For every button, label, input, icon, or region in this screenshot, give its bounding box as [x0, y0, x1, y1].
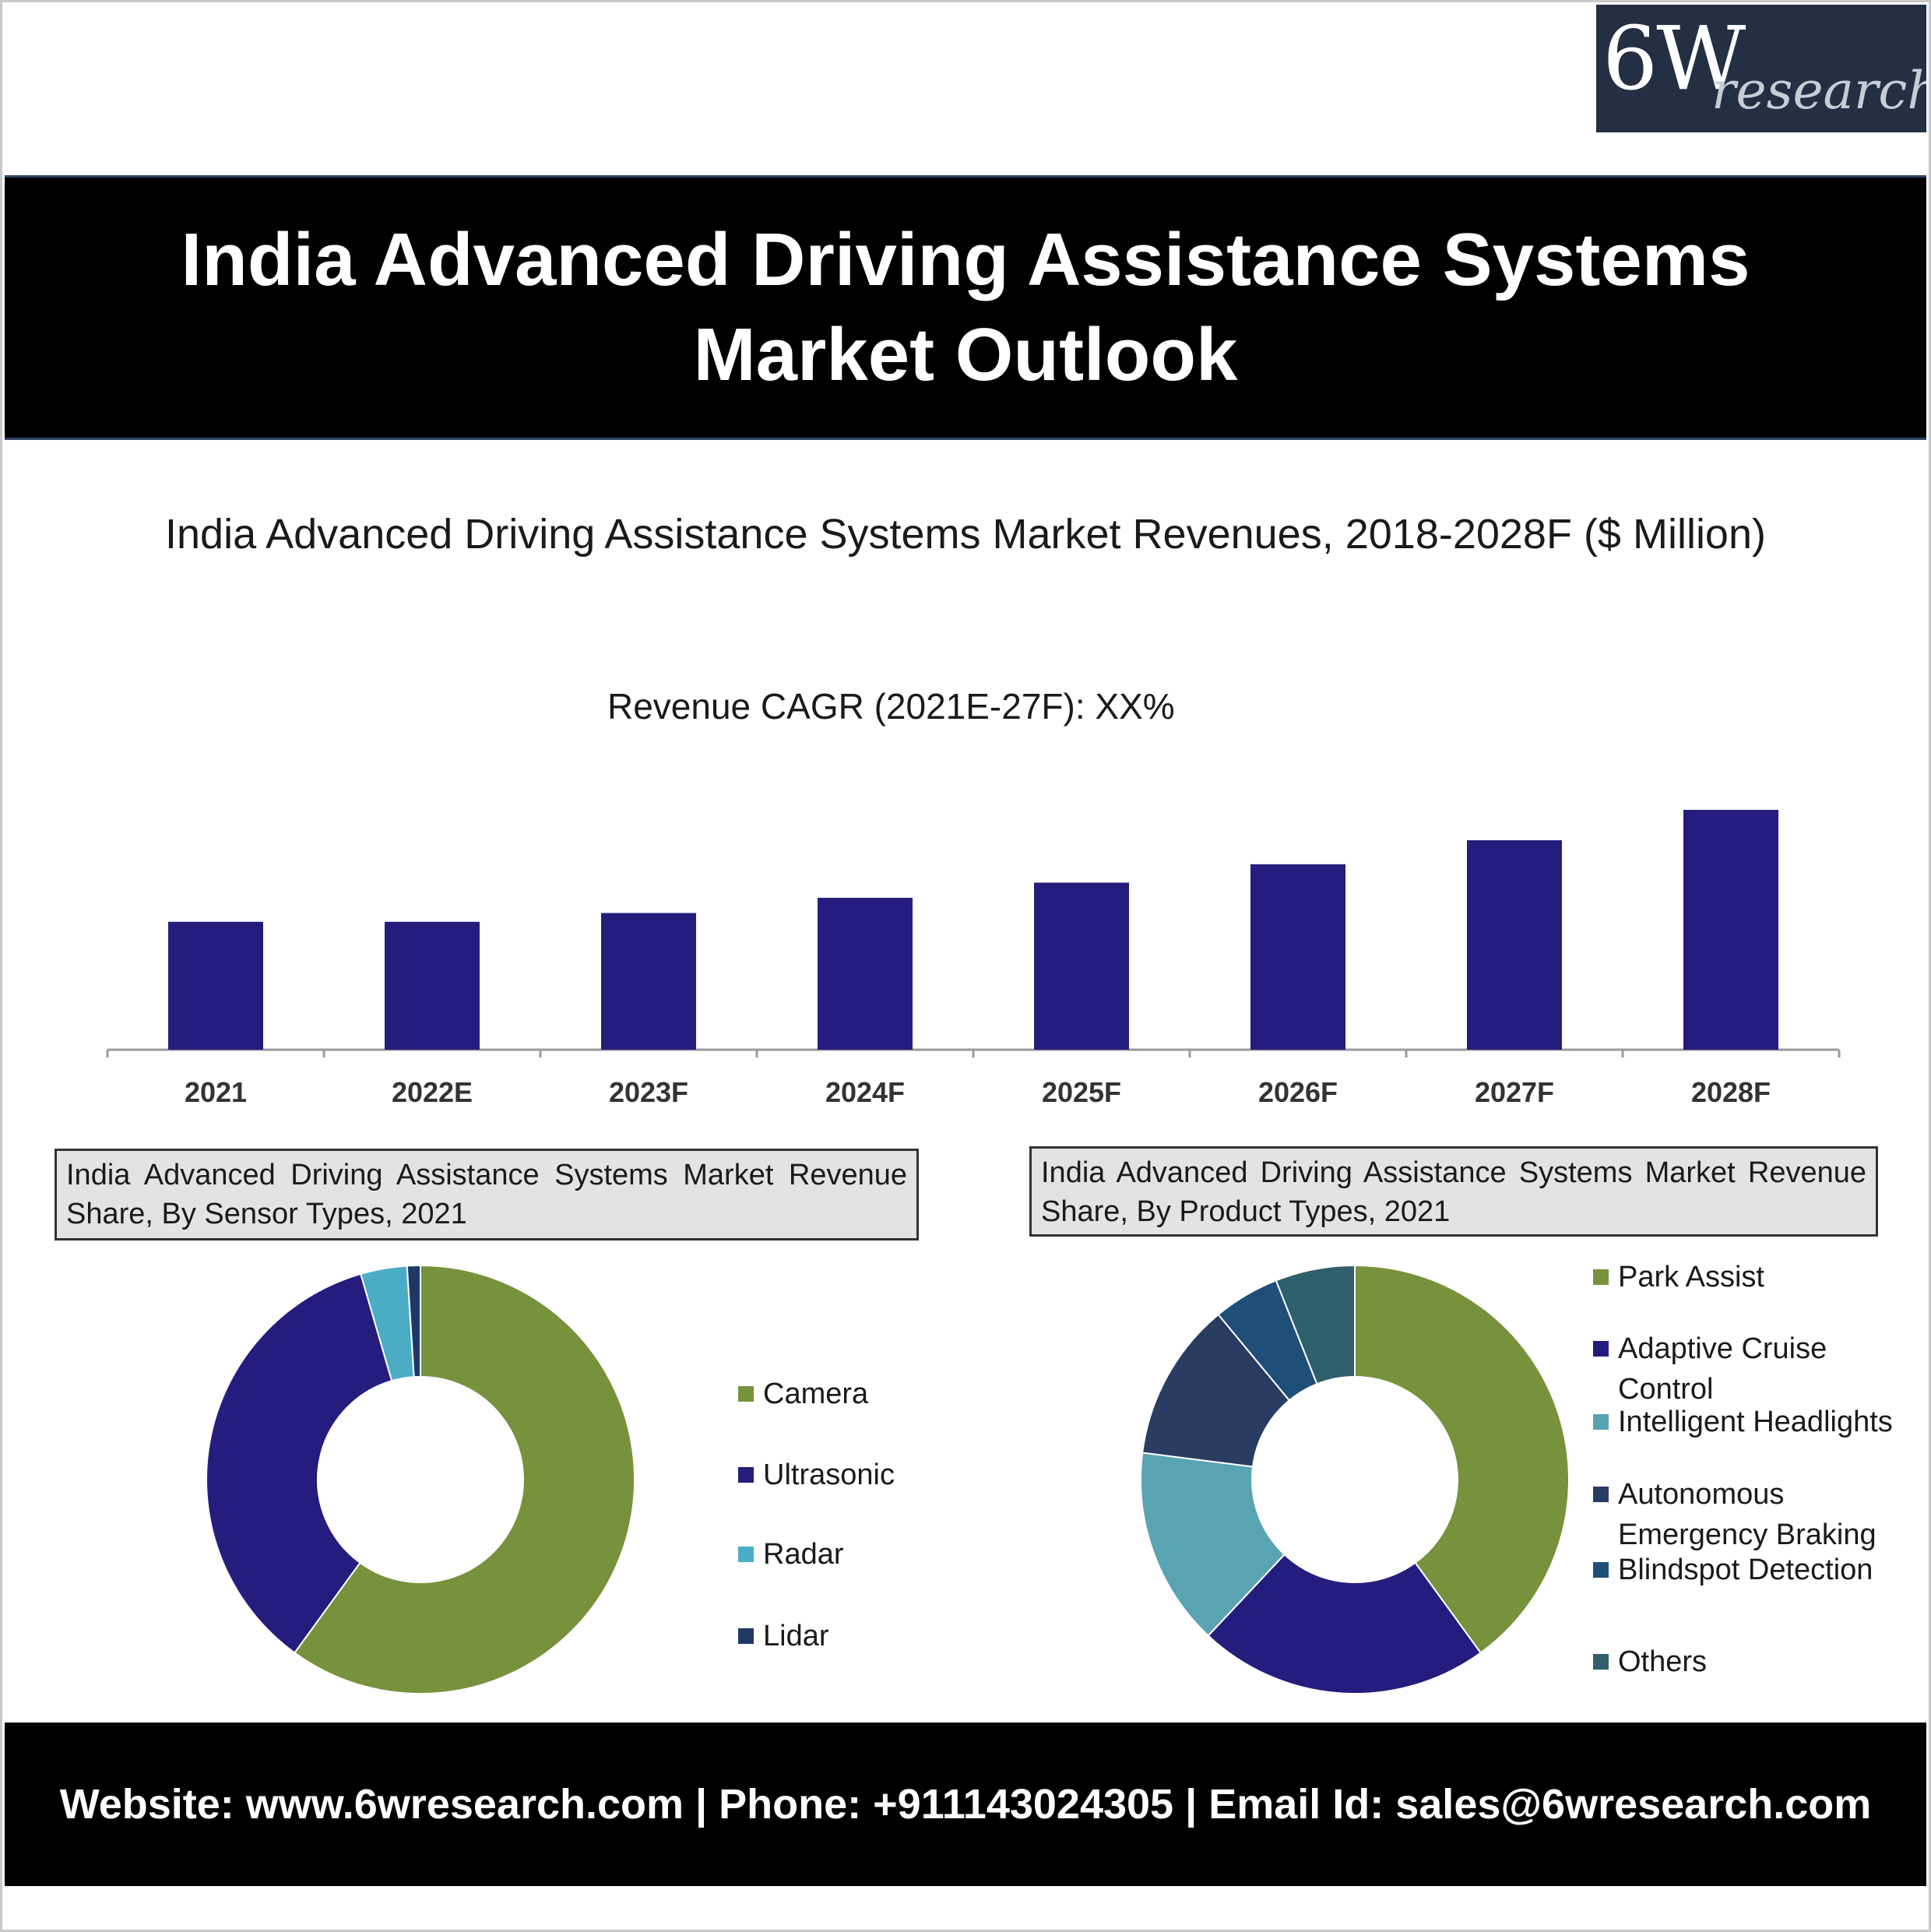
- product-types-panel-title: India Advanced Driving Assistance System…: [1029, 1146, 1878, 1237]
- legend-label: Intelligent Headlights: [1618, 1406, 1893, 1438]
- legend-swatch: [738, 1628, 754, 1644]
- donut-slice: [1140, 1452, 1286, 1637]
- product-types-donut-chart: [1140, 1264, 1570, 1694]
- legend-label: Lidar: [763, 1620, 829, 1652]
- legend-label: Others: [1618, 1645, 1708, 1678]
- page-title: India Advanced Driving Assistance System…: [181, 218, 1750, 396]
- legend-label: Ultrasonic: [763, 1459, 895, 1491]
- logo-mark: 6W: [1602, 9, 1746, 110]
- legend-item: Ultrasonic: [738, 1455, 972, 1495]
- revenue-bar: [385, 921, 480, 1050]
- revenue-bar: [1250, 864, 1345, 1050]
- legend-label: Park Assist: [1618, 1261, 1764, 1293]
- x-tick-label: 2025F: [1042, 1076, 1121, 1108]
- legend-swatch: [1593, 1562, 1609, 1578]
- x-tick-label: 2028F: [1691, 1076, 1771, 1108]
- legend-label: Camera: [763, 1378, 869, 1410]
- legend-item: Autonomous Emergency Braking: [1593, 1474, 1905, 1555]
- x-tick-label: 2026F: [1258, 1076, 1338, 1108]
- donut-slice: [1207, 1553, 1483, 1694]
- legend-item: Park Assist: [1593, 1257, 1905, 1297]
- legend-swatch: [1593, 1414, 1609, 1430]
- legend-swatch: [1593, 1269, 1609, 1285]
- revenue-bar: [601, 913, 696, 1050]
- x-tick-label: 2023F: [609, 1076, 688, 1108]
- legend-swatch: [738, 1386, 754, 1402]
- legend-item: Radar: [738, 1534, 972, 1575]
- legend-swatch: [1593, 1341, 1609, 1357]
- legend-item: Lidar: [738, 1616, 972, 1656]
- revenue-bar: [1467, 840, 1562, 1050]
- revenue-bar: [818, 897, 913, 1050]
- x-tick-label: 2022E: [392, 1076, 473, 1108]
- legend-swatch: [738, 1467, 754, 1483]
- sensor-types-panel-title: India Advanced Driving Assistance System…: [55, 1149, 919, 1240]
- x-tick-label: 2021: [185, 1076, 247, 1108]
- company-logo: 6W research: [1596, 5, 1926, 132]
- legend-swatch: [1593, 1487, 1609, 1502]
- revenue-bar: [168, 921, 263, 1050]
- legend-item: Intelligent Headlights: [1593, 1402, 1905, 1442]
- legend-item: Others: [1593, 1642, 1905, 1682]
- donut-slice: [1354, 1264, 1570, 1654]
- legend-swatch: [1593, 1654, 1609, 1670]
- legend-label: Autonomous Emergency Braking: [1618, 1478, 1876, 1551]
- sensor-types-donut-chart: [205, 1264, 635, 1694]
- donut-slice: [293, 1264, 635, 1694]
- cagr-annotation: Revenue CAGR (2021E-27F): XX%: [607, 686, 1175, 727]
- donut-slice: [205, 1272, 393, 1654]
- donut-slice: [1275, 1264, 1356, 1385]
- legend-item: Blindspot Detection: [1593, 1550, 1905, 1590]
- logo-subtext: research: [1711, 61, 1926, 121]
- contact-info: Website: www.6wresearch.com | Phone: +91…: [59, 1781, 1872, 1828]
- donut-slice: [1141, 1313, 1291, 1468]
- x-tick-label: 2027F: [1475, 1076, 1554, 1108]
- legend-swatch: [738, 1547, 754, 1562]
- title-banner: India Advanced Driving Assistance System…: [5, 175, 1926, 440]
- legend-item: Adaptive Cruise Control: [1593, 1328, 1905, 1409]
- legend-label: Blindspot Detection: [1618, 1554, 1873, 1586]
- legend-label: Adaptive Cruise Control: [1618, 1332, 1827, 1406]
- bar-chart-title: India Advanced Driving Assistance System…: [165, 511, 1766, 558]
- donut-slice: [406, 1264, 421, 1378]
- legend-item: Camera: [738, 1374, 972, 1414]
- revenue-bar-chart: 2021 2022E 2023F 2024F 2025F 2026F 2027F 2028F: [106, 810, 1841, 1108]
- revenue-bar: [1683, 810, 1778, 1050]
- contact-footer: Website: www.6wresearch.com | Phone: +91…: [5, 1723, 1926, 1886]
- legend-label: Radar: [763, 1538, 844, 1571]
- x-tick-label: 2024F: [825, 1076, 905, 1108]
- revenue-bar: [1034, 882, 1129, 1050]
